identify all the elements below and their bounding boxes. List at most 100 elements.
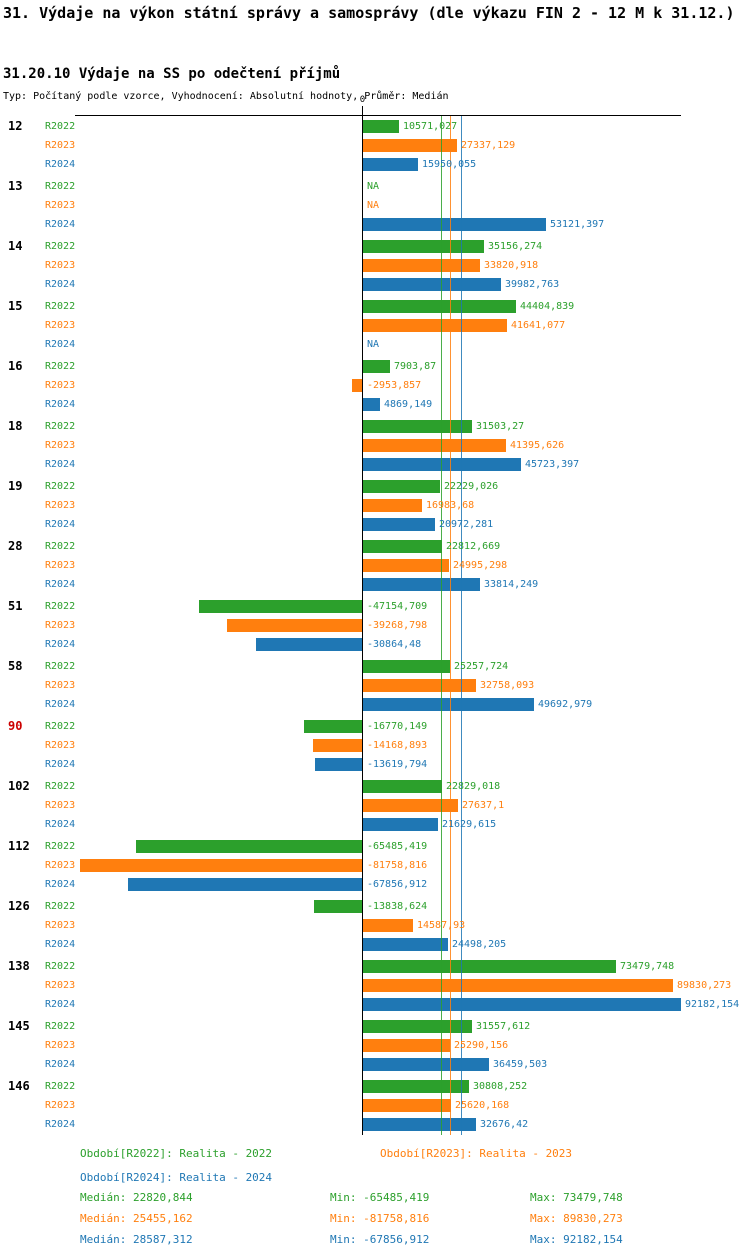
chart-subtitle: 31.20.10 Výdaje na SS po odečtení příjmů [3, 66, 341, 82]
row-label-R2022-138: R2022 [45, 961, 76, 972]
value-R2022-138: 73479,748 [620, 961, 675, 972]
row-label-R2023-102: R2023 [45, 800, 76, 811]
row-label-R2022-13: R2022 [45, 181, 76, 192]
value-R2023-13: NA [367, 200, 380, 211]
max-stat-R2023: Max: 89830,273 [530, 1212, 623, 1225]
row-label-R2024-12: R2024 [45, 159, 76, 170]
bar-R2022-14 [363, 240, 484, 253]
group-label-16: 16 [8, 359, 23, 373]
row-label-R2023-13: R2023 [45, 200, 76, 211]
bar-R2024-58 [363, 698, 534, 711]
row-label-R2023-145: R2023 [45, 1040, 76, 1051]
row-label-R2024-14: R2024 [45, 279, 76, 290]
max-stat-R2024: Max: 92182,154 [530, 1233, 623, 1246]
bar-R2022-18 [363, 420, 472, 433]
bar-R2023-14 [363, 259, 480, 272]
value-R2023-58: 32758,093 [480, 680, 535, 691]
group-label-13: 13 [8, 179, 23, 193]
row-label-R2024-13: R2024 [45, 219, 76, 230]
row-label-R2022-28: R2022 [45, 541, 76, 552]
bar-R2024-28 [363, 578, 480, 591]
row-label-R2023-15: R2023 [45, 320, 76, 331]
bar-R2023-90 [313, 739, 362, 752]
row-label-R2022-51: R2022 [45, 601, 76, 612]
row-label-R2023-14: R2023 [45, 260, 76, 271]
value-R2023-16: -2953,857 [367, 380, 422, 391]
median-stat-R2023: Medián: 25455,162 [80, 1212, 193, 1225]
bar-R2023-146 [363, 1099, 451, 1112]
value-R2023-138: 89830,273 [677, 980, 732, 991]
median-line-R2024 [461, 116, 462, 1135]
row-label-R2022-126: R2022 [45, 901, 76, 912]
bar-R2022-90 [304, 720, 362, 733]
value-R2024-146: 32676,42 [480, 1119, 529, 1130]
page-title: 31. Výdaje na výkon státní správy a samo… [3, 4, 735, 22]
value-R2022-146: 30808,252 [473, 1081, 528, 1092]
bar-R2024-12 [363, 158, 418, 171]
value-R2023-146: 25620,168 [455, 1100, 510, 1111]
value-R2023-126: 14587,93 [417, 920, 466, 931]
bar-R2024-19 [363, 518, 435, 531]
value-R2023-102: 27637,1 [462, 800, 505, 811]
bar-R2022-28 [363, 540, 442, 553]
bar-R2024-51 [256, 638, 362, 651]
row-label-R2023-19: R2023 [45, 500, 76, 511]
value-R2022-51: -47154,709 [367, 601, 428, 612]
row-label-R2023-58: R2023 [45, 680, 76, 691]
row-label-R2024-58: R2024 [45, 699, 76, 710]
value-R2024-102: 21629,615 [442, 819, 497, 830]
value-R2023-19: 16983,68 [426, 500, 475, 511]
row-label-R2023-51: R2023 [45, 620, 76, 631]
row-label-R2023-16: R2023 [45, 380, 76, 391]
value-R2024-126: 24498,205 [452, 939, 507, 950]
row-label-R2023-28: R2023 [45, 560, 76, 571]
value-R2022-145: 31557,612 [476, 1021, 531, 1032]
group-label-58: 58 [8, 659, 23, 673]
median-stat-R2024: Medián: 28587,312 [80, 1233, 193, 1246]
min-stat-R2024: Min: -67856,912 [330, 1233, 430, 1246]
value-R2022-13: NA [367, 181, 380, 192]
bar-R2023-15 [363, 319, 507, 332]
value-R2022-15: 44404,839 [520, 301, 575, 312]
row-label-R2022-112: R2022 [45, 841, 76, 852]
bar-R2024-16 [363, 398, 380, 411]
value-R2023-12: 27337,129 [461, 140, 516, 151]
row-label-R2022-19: R2022 [45, 481, 76, 492]
legend-entry-R2022: Období[R2022]: Realita - 2022 [80, 1147, 273, 1160]
median-line-R2023 [450, 116, 451, 1135]
bar-R2024-90 [315, 758, 362, 771]
value-R2022-28: 22812,669 [446, 541, 501, 552]
max-stat-R2022: Max: 73479,748 [530, 1191, 623, 1204]
bar-R2024-145 [363, 1058, 489, 1071]
median-stat-R2022: Medián: 22820,844 [80, 1191, 193, 1204]
group-label-146: 146 [8, 1079, 30, 1093]
bar-R2022-19 [363, 480, 440, 493]
row-label-R2024-138: R2024 [45, 999, 76, 1010]
value-R2022-126: -13838,624 [367, 901, 428, 912]
value-R2023-51: -39268,798 [367, 620, 428, 631]
row-label-R2022-12: R2022 [45, 121, 76, 132]
row-label-R2022-90: R2022 [45, 721, 76, 732]
row-label-R2023-146: R2023 [45, 1100, 76, 1111]
bar-R2022-112 [136, 840, 362, 853]
value-R2024-14: 39982,763 [505, 279, 560, 290]
value-R2022-14: 35156,274 [488, 241, 543, 252]
row-label-R2024-19: R2024 [45, 519, 76, 530]
value-R2024-90: -13619,794 [367, 759, 428, 770]
row-label-R2022-145: R2022 [45, 1021, 76, 1032]
row-label-R2024-102: R2024 [45, 819, 76, 830]
value-R2023-145: 25290,156 [454, 1040, 509, 1051]
value-R2024-12: 15950,055 [422, 159, 477, 170]
bar-R2023-19 [363, 499, 422, 512]
row-label-R2024-126: R2024 [45, 939, 76, 950]
row-label-R2024-18: R2024 [45, 459, 76, 470]
row-label-R2022-15: R2022 [45, 301, 76, 312]
bar-R2022-15 [363, 300, 516, 313]
value-R2023-14: 33820,918 [484, 260, 539, 271]
bar-R2024-102 [363, 818, 438, 831]
zero-axis-line [362, 106, 363, 1135]
bar-R2022-16 [363, 360, 390, 373]
row-label-R2024-28: R2024 [45, 579, 76, 590]
value-R2023-15: 41641,077 [511, 320, 566, 331]
